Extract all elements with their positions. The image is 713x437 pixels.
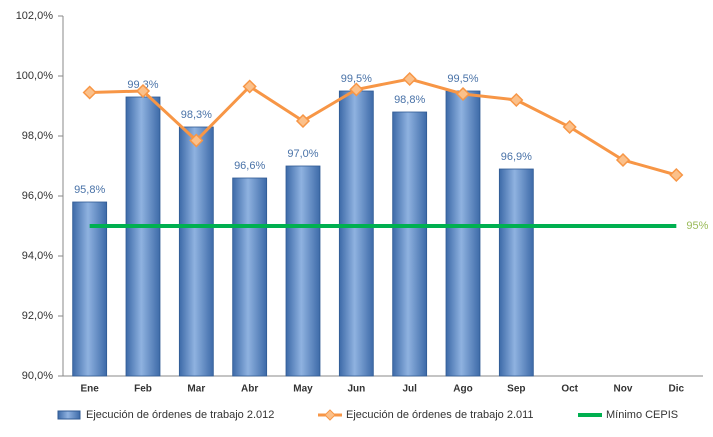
legend-swatch [57, 410, 81, 420]
marker [135, 83, 151, 99]
legend-label: Ejecución de órdenes de trabajo 2.011 [346, 409, 534, 421]
x-tick-label: Oct [561, 384, 578, 395]
value-label: 96,9% [501, 151, 532, 163]
x-tick-label: Sep [507, 384, 525, 395]
bar [72, 201, 108, 377]
value-label: 95% [686, 220, 708, 232]
marker [295, 113, 311, 129]
bar [392, 111, 428, 377]
value-label: 95,8% [74, 184, 105, 196]
y-tick-label: 94,0% [22, 250, 53, 262]
marker [242, 79, 257, 94]
value-label: 98,3% [181, 109, 212, 121]
marker [82, 85, 97, 100]
value-label: 99,5% [341, 73, 372, 85]
marker [349, 82, 364, 97]
x-tick-label: Nov [614, 384, 633, 395]
line [89, 77, 677, 177]
value-label: 97,0% [287, 148, 318, 160]
y-tick-label: 102,0% [16, 10, 54, 22]
x-tick-label: Feb [134, 384, 152, 395]
bar [498, 168, 534, 377]
y-tick-label: 96,0% [22, 190, 53, 202]
bar [338, 90, 374, 377]
x-tick-label: Jun [347, 384, 365, 395]
marker [402, 71, 417, 87]
bar [178, 126, 214, 377]
y-tick-label: 98,0% [22, 130, 53, 142]
y-tick-label: 90,0% [22, 370, 53, 382]
marker [669, 167, 684, 183]
legend-marker [324, 409, 336, 421]
x-tick-label: Abr [241, 384, 258, 395]
x-tick-label: Mar [187, 384, 205, 395]
x-tick-label: Ene [80, 384, 99, 395]
bar [285, 165, 321, 377]
x-tick-label: Jul [402, 384, 417, 395]
legend-label: Mínimo CEPIS [606, 409, 678, 421]
y-tick-label: 92,0% [22, 310, 53, 322]
bar [445, 90, 481, 377]
marker [562, 119, 577, 135]
legend-label: Ejecución de órdenes de trabajo 2.012 [86, 409, 274, 421]
bar [232, 177, 268, 377]
marker [615, 152, 631, 168]
value-label: 98,8% [394, 94, 425, 106]
value-label: 99,5% [447, 73, 478, 85]
x-tick-label: May [293, 384, 313, 395]
marker [509, 92, 524, 108]
x-tick-label: Ago [453, 384, 472, 395]
bar [125, 96, 161, 377]
y-tick-label: 100,0% [16, 70, 54, 82]
x-tick-label: Dic [669, 384, 685, 395]
marker [189, 133, 204, 148]
value-label: 96,6% [234, 160, 265, 172]
marker [455, 86, 471, 102]
